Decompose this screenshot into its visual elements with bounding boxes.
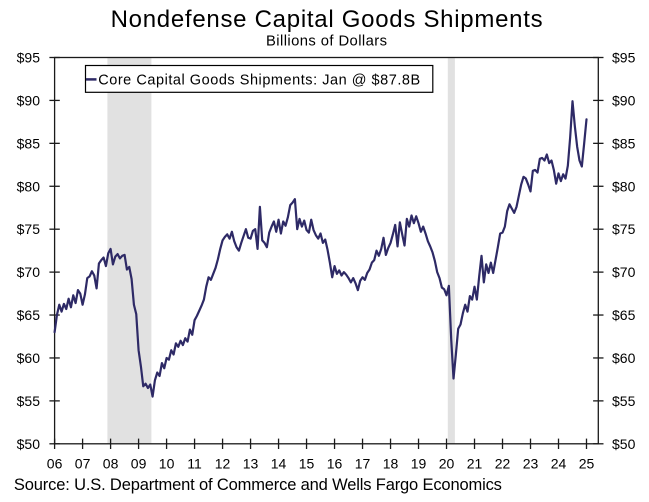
svg-text:11: 11 — [187, 456, 202, 472]
svg-text:$80: $80 — [612, 178, 636, 194]
svg-text:15: 15 — [299, 456, 315, 472]
svg-text:$75: $75 — [17, 221, 41, 237]
svg-text:$55: $55 — [612, 393, 636, 409]
svg-text:23: 23 — [523, 456, 539, 472]
svg-text:14: 14 — [271, 456, 287, 472]
svg-text:$70: $70 — [17, 264, 41, 280]
svg-text:$90: $90 — [17, 92, 41, 108]
svg-text:Nondefense Capital Goods Shipm: Nondefense Capital Goods Shipments — [111, 6, 543, 33]
svg-text:24: 24 — [551, 456, 567, 472]
svg-text:Billions of Dollars: Billions of Dollars — [266, 34, 387, 50]
svg-text:16: 16 — [327, 456, 343, 472]
svg-text:08: 08 — [103, 456, 119, 472]
svg-text:20: 20 — [439, 456, 455, 472]
svg-text:$55: $55 — [17, 393, 41, 409]
svg-text:$90: $90 — [612, 92, 636, 108]
svg-text:Source: U.S. Department of Com: Source: U.S. Department of Commerce and … — [14, 476, 502, 494]
svg-text:17: 17 — [355, 456, 371, 472]
svg-text:$50: $50 — [612, 436, 636, 452]
svg-text:12: 12 — [215, 456, 231, 472]
svg-text:21: 21 — [467, 456, 483, 472]
svg-text:$95: $95 — [17, 50, 41, 66]
svg-text:$80: $80 — [17, 178, 41, 194]
svg-text:$85: $85 — [612, 135, 636, 151]
svg-text:$75: $75 — [612, 221, 636, 237]
svg-text:$50: $50 — [17, 436, 41, 452]
svg-text:$85: $85 — [17, 135, 41, 151]
svg-text:$65: $65 — [17, 307, 41, 323]
svg-text:$65: $65 — [612, 307, 636, 323]
svg-text:$95: $95 — [612, 50, 636, 66]
svg-text:$60: $60 — [612, 350, 636, 366]
svg-text:$60: $60 — [17, 350, 41, 366]
svg-text:19: 19 — [411, 456, 427, 472]
svg-text:06: 06 — [47, 456, 63, 472]
svg-text:22: 22 — [495, 456, 511, 472]
svg-text:Core Capital Goods Shipments:: Core Capital Goods Shipments: Jan @ $87.… — [98, 73, 420, 89]
svg-text:18: 18 — [383, 456, 399, 472]
svg-text:09: 09 — [131, 456, 147, 472]
svg-text:$70: $70 — [612, 264, 636, 280]
svg-text:10: 10 — [159, 456, 175, 472]
svg-text:07: 07 — [75, 456, 91, 472]
svg-text:13: 13 — [243, 456, 259, 472]
svg-text:25: 25 — [579, 456, 595, 472]
